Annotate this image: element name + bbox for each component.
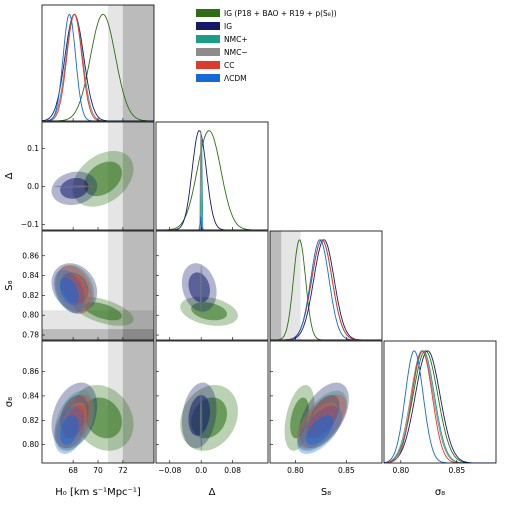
contour-Delta-H0-series-0-1sigma	[84, 161, 122, 197]
prior-band-H0	[107, 231, 154, 340]
x-tick-label: 0.08	[224, 466, 241, 475]
contour-Delta-H0-series-5-1sigma	[59, 186, 79, 187]
contour-sigma8-S8-series-5-1sigma	[306, 415, 334, 445]
y-tick-label: 0.84	[22, 391, 39, 400]
prior-band-H0	[122, 341, 154, 463]
panel-frame	[155, 340, 269, 464]
marginal-Delta-series-1	[156, 130, 268, 230]
x-axis-label-sigma8: σ₈	[435, 487, 445, 498]
marginal-H0-series-1	[42, 13, 154, 121]
x-axis-label-H0: H₀ [km s⁻¹Mpc⁻¹]	[55, 487, 141, 498]
panel-frame	[383, 340, 497, 464]
y-tick-label: 0.86	[22, 367, 39, 376]
legend-label-5: ΛCDM	[224, 74, 247, 83]
prior-band-H0	[107, 5, 154, 121]
x-axis-label-Delta: Δ	[209, 487, 216, 498]
panel-S8-S8	[269, 230, 383, 341]
x-tick-label: 0.85	[448, 466, 465, 475]
contour-S8-H0-series-5-1sigma	[59, 277, 79, 305]
prior-band-H0	[122, 231, 154, 340]
marginal-H0-series-5	[42, 13, 154, 121]
x-tick-label: 68	[68, 466, 78, 475]
contour-S8-H0-series-0-1sigma	[84, 302, 122, 321]
marginal-sigma8-series-4	[384, 350, 496, 463]
y-tick-label: 0.86	[22, 251, 39, 260]
legend-swatch-3	[196, 48, 220, 56]
legend-label-0: IG (P18 + BAO + R19 + p(S₈))	[224, 9, 337, 18]
y-axis-label-S8: S₈	[4, 280, 15, 290]
contour-sigma8-Delta-series-5-1sigma	[200, 415, 202, 445]
legend-swatch-4	[196, 61, 220, 69]
marginal-sigma8-series-3	[384, 350, 496, 463]
y-tick-label: 0.82	[22, 291, 39, 300]
contour-sigma8-H0-series-5-1sigma	[59, 415, 79, 445]
marginal-sigma8-series-0	[384, 350, 496, 463]
marginal-Delta-series-3	[156, 130, 268, 230]
marginal-Delta-series-0	[156, 130, 268, 230]
marginal-sigma8-series-2	[384, 350, 496, 463]
panel-frame	[155, 121, 269, 231]
panel-Delta-H0: −0.1 0.0 0.1	[21, 121, 155, 231]
legend-label-2: NMC+	[224, 35, 248, 44]
marginal-Delta-series-4	[156, 216, 268, 230]
y-tick-label: −0.1	[21, 220, 39, 229]
prior-band-S8	[42, 329, 154, 340]
y-tick-label: 0.84	[22, 271, 39, 280]
contour-Delta-H0-series-1-1sigma	[60, 178, 89, 199]
y-axis-label-sigma8: σ₈	[4, 397, 15, 407]
legend-swatch-5	[196, 74, 220, 82]
panel-sigma8-sigma8: 0.80 0.85	[383, 340, 497, 475]
contour-sigma8-Delta-series-1-1sigma	[188, 395, 210, 436]
prior-band-H0	[107, 341, 154, 463]
y-tick-label: 0.82	[22, 416, 39, 425]
marginal-Delta-series-2	[156, 137, 268, 230]
marginal-S8-series-0	[270, 239, 382, 340]
y-tick-label: 0.78	[22, 331, 39, 340]
y-tick-label: 0.1	[27, 144, 39, 153]
marginal-sigma8-series-1	[384, 350, 496, 463]
x-tick-label: 0.85	[338, 466, 355, 475]
prior-band-S8	[270, 231, 301, 340]
legend-label-1: IG	[224, 22, 232, 31]
prior-band-S8	[270, 231, 282, 340]
panel-S8-Delta	[155, 230, 269, 341]
panel-sigma8-Delta: −0.08 0.0 0.08	[155, 340, 269, 475]
panel-Delta-Delta	[155, 121, 269, 231]
x-tick-label: 70	[93, 466, 103, 475]
legend-label-4: CC	[224, 61, 234, 70]
panel-sigma8-H0: 68 70 72 0.80 0.82 0.84 0.86	[22, 340, 155, 475]
panel-H0-H0	[41, 4, 155, 122]
marginal-Delta-series-5	[156, 216, 268, 230]
x-tick-label: 0.80	[287, 466, 304, 475]
legend-swatch-1	[196, 22, 220, 30]
contour-sigma8-S8-series-0-1sigma	[290, 397, 309, 439]
prior-band-H0	[122, 5, 154, 121]
x-axis-label-S8: S₈	[321, 487, 331, 498]
contour-S8-Delta-series-1-1sigma	[188, 272, 210, 303]
contour-sigma8-H0-series-0-1sigma	[84, 397, 122, 439]
legend-swatch-0	[196, 9, 220, 17]
legend-label-3: NMC−	[224, 48, 248, 57]
x-tick-label: −0.08	[158, 466, 181, 475]
x-tick-label: 72	[118, 466, 128, 475]
marginal-sigma8-series-5	[384, 350, 496, 463]
legend-swatch-2	[196, 35, 220, 43]
y-axis-label-Delta: Δ	[4, 172, 15, 179]
panel-frame	[155, 230, 269, 341]
x-tick-label: 0.80	[392, 466, 409, 475]
y-tick-label: 0.80	[22, 440, 39, 449]
prior-band-H0	[122, 122, 154, 230]
contour-S8-Delta-series-0-1sigma	[191, 302, 227, 321]
x-tick-label: 0.0	[195, 466, 207, 475]
contour-S8-Delta-series-5-1sigma	[200, 277, 202, 305]
legend: IG (P18 + BAO + R19 + p(S₈)) IG NMC+ NMC− CC…	[196, 9, 337, 83]
panel-frame	[269, 230, 383, 341]
panel-frame	[269, 340, 383, 464]
panel-S8-H0: 0.78 0.80 0.82 0.84 0.86	[22, 230, 155, 341]
y-tick-label: 0.80	[22, 311, 39, 320]
panel-sigma8-S8: 0.80 0.85	[269, 340, 383, 475]
y-tick-label: 0.0	[27, 182, 39, 191]
